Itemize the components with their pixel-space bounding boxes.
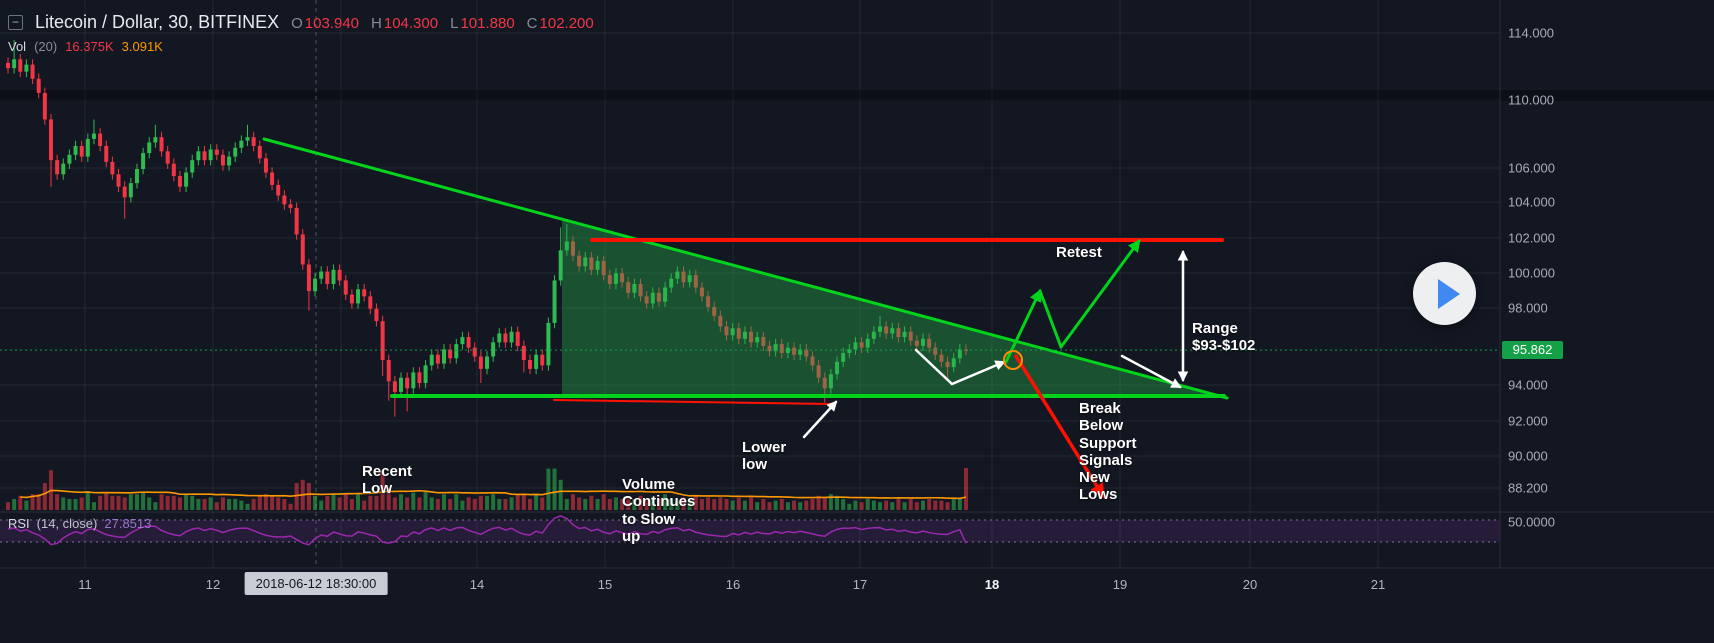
price-tick-label: 98.000 xyxy=(1508,300,1548,316)
price-tick-label: 114.000 xyxy=(1508,25,1555,41)
open-label: O xyxy=(291,15,303,32)
grid-layer xyxy=(0,0,1714,568)
price-tick-label: 90.000 xyxy=(1508,448,1548,464)
annotation-break-below[interactable]: Break Below Support Signals New Lows xyxy=(1079,400,1137,504)
time-tick-label: 20 xyxy=(1242,577,1258,592)
path-hint-arrow[interactable] xyxy=(914,348,1006,386)
support-touch-arrow[interactable] xyxy=(1120,354,1182,389)
symbol-title: Litecoin / Dollar, 30, BITFINEX xyxy=(35,12,280,32)
time-tick-label: 16 xyxy=(725,577,741,592)
time-axis[interactable]: 11 12 2018-06-12 18:30:00 14 15 16 17 18 19 20 21 xyxy=(0,568,1714,643)
rsi-value: 27.8513 xyxy=(104,516,152,531)
time-tick-label: 14 xyxy=(469,577,485,592)
price-tick-label: 50.0000 xyxy=(1508,514,1555,530)
annotation-recent-low[interactable]: Recent Low xyxy=(362,463,413,498)
candles-layer xyxy=(6,39,968,417)
time-tick-label: 11 xyxy=(78,577,92,592)
time-tick-label: 12 xyxy=(205,577,221,592)
volume-layer xyxy=(6,468,968,510)
symbol-legend[interactable]: − Litecoin / Dollar, 30, BITFINEX O 103.9… xyxy=(8,12,594,33)
volume-ma-line xyxy=(20,489,967,500)
annotation-retest[interactable]: Retest xyxy=(1056,244,1102,261)
price-tick-label: 88.200 xyxy=(1508,480,1548,496)
price-tick-label: 110.000 xyxy=(1508,92,1555,108)
price-tick-label: 102.000 xyxy=(1508,230,1555,246)
separators xyxy=(0,0,1714,569)
high-label: H xyxy=(371,15,382,32)
rsi-layer xyxy=(0,515,1500,546)
time-tick-label: 17 xyxy=(852,577,868,592)
open-value: 103.940 xyxy=(304,15,360,32)
play-button[interactable] xyxy=(1413,262,1476,325)
high-value: 104.300 xyxy=(383,15,439,32)
annotation-volume-note[interactable]: Volume Continues to Slow up xyxy=(622,476,696,545)
low-label: L xyxy=(450,15,459,32)
play-icon xyxy=(1438,279,1460,309)
ohlc-readout: O 103.940 H 104.300 L 101.880 C 102.200 xyxy=(291,15,594,32)
price-tick-label: 100.000 xyxy=(1508,265,1555,281)
retest-arrow[interactable] xyxy=(1059,239,1141,349)
rsi-legend[interactable]: RSI (14, close) 27.8513 xyxy=(8,516,151,531)
close-label: C xyxy=(526,15,538,32)
legend-collapse-icon[interactable]: − xyxy=(8,15,23,30)
price-tick-label: 92.000 xyxy=(1508,413,1548,429)
rsi-line xyxy=(7,515,967,546)
breakdown-arrow[interactable] xyxy=(1014,354,1105,499)
volume-period: (20) xyxy=(34,39,58,54)
rsi-period: (14, close) xyxy=(36,516,98,531)
time-tick-label: 21 xyxy=(1370,577,1386,592)
lower-low-arrow[interactable] xyxy=(802,400,838,439)
price-tick-label: 104.000 xyxy=(1508,194,1555,210)
last-price-label: 95.862 xyxy=(1502,341,1563,360)
price-tick-label: 94.000 xyxy=(1508,377,1548,393)
time-axis-crosshair-label: 2018-06-12 18:30:00 xyxy=(244,572,388,595)
close-value: 102.200 xyxy=(539,15,594,32)
price-tick-label: 106.000 xyxy=(1508,160,1555,176)
volume-ma-value: 3.091K xyxy=(121,39,163,54)
descending-trendline[interactable] xyxy=(262,137,1229,400)
dark-band xyxy=(0,90,1714,101)
low-value: 101.880 xyxy=(460,15,515,32)
rsi-label: RSI xyxy=(8,516,30,531)
volume-label: Vol xyxy=(8,39,27,54)
drawings-layer xyxy=(0,137,1500,499)
annotation-range[interactable]: Range $93-$102 xyxy=(1192,320,1256,355)
breakout-circle[interactable] xyxy=(1003,350,1023,370)
volume-value: 16.375K xyxy=(65,39,114,54)
pullback-line[interactable] xyxy=(1038,289,1063,349)
time-tick-label: 18 xyxy=(984,577,1000,592)
price-axis[interactable]: 114.000 110.000 106.000 104.000 102.000 100.0… xyxy=(1500,0,1714,568)
annotation-lower-low[interactable]: Lower low xyxy=(742,439,787,474)
volume-legend[interactable]: Vol (20) 16.375K 3.091K xyxy=(8,39,163,54)
time-tick-label: 19 xyxy=(1112,577,1128,592)
time-tick-label: 15 xyxy=(597,577,613,592)
support-red-underlay[interactable] xyxy=(553,399,831,405)
